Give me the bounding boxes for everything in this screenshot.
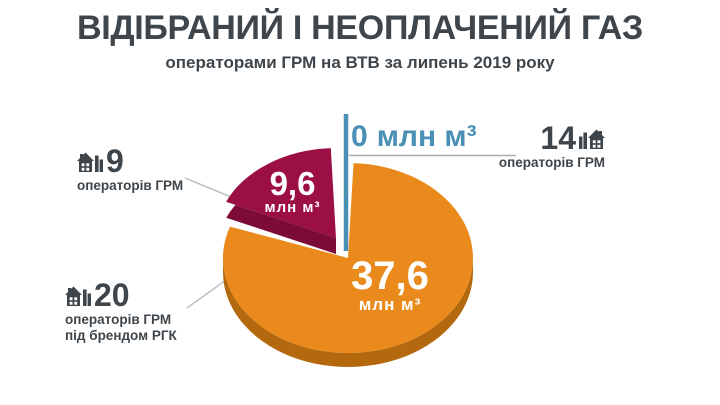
callout-orange-operators: 20 операторів ГРМ під брендом РГК: [65, 277, 177, 343]
maroon-slice-side: [226, 180, 336, 254]
page-subtitle: операторами ГРМ на ВТВ за липень 2019 ро…: [165, 53, 555, 72]
zero-value-unit: млн м³: [376, 120, 477, 153]
zero-slice-value: 0 млн м³: [351, 120, 477, 154]
maroon-value-number: 9,6: [269, 165, 316, 202]
operators-label-9: операторів ГРМ: [77, 178, 184, 194]
operators-count-14: 14: [540, 120, 576, 156]
operators-count-20: 20: [94, 277, 130, 313]
operators-label-20-line1: операторів ГРМ: [65, 312, 172, 328]
zero-value-number: 0: [351, 120, 368, 153]
maroon-slice-top: [226, 148, 336, 238]
operators-count-9: 9: [106, 143, 124, 179]
orange-slice-top: [222, 163, 473, 354]
buildings-icon: [65, 286, 91, 307]
pie-slices: [222, 114, 473, 367]
operators-label-20-line2: під брендом РГК: [65, 327, 177, 343]
callout-maroon-operators: 9 операторів ГРМ: [77, 143, 184, 194]
orange-value-unit: млн м³: [358, 295, 422, 314]
orange-slice-value: 37,6 млн м³: [330, 256, 450, 315]
orange-value-number: 37,6: [351, 254, 429, 298]
buildings-icon: [77, 152, 103, 173]
maroon-slice-value: 9,6 млн м³: [235, 167, 350, 217]
page-title: ВІДІБРАНИЙ І НЕОПЛАЧЕНИЙ ГАЗ: [76, 9, 644, 47]
buildings-icon: [579, 129, 605, 150]
callout-zero-operators: 14 операторів ГРМ: [468, 120, 605, 171]
operators-label-14: операторів ГРМ: [498, 155, 605, 171]
maroon-value-unit: млн м³: [264, 199, 321, 216]
